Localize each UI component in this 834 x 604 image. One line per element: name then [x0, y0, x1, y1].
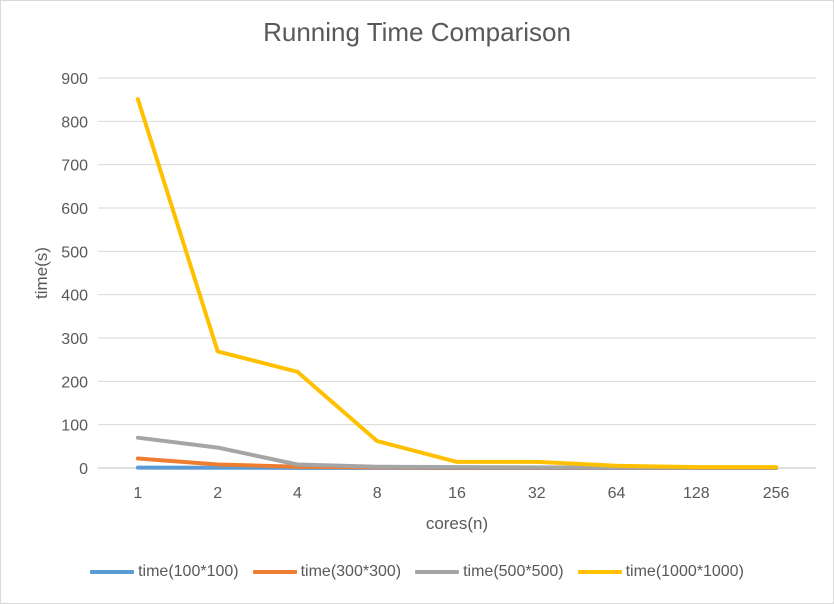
- legend-item: time(300*300): [252, 563, 402, 581]
- chart-title: Running Time Comparison: [263, 17, 571, 47]
- x-tick-label: 1: [133, 485, 142, 502]
- y-tick-label: 700: [61, 158, 88, 175]
- series-3: [135, 97, 779, 470]
- legend-swatch: [415, 570, 460, 574]
- y-axis-title: time(s): [32, 247, 51, 299]
- legend-label: time(500*500): [463, 563, 564, 580]
- x-tick-label: 4: [293, 485, 302, 502]
- legend-swatch: [90, 570, 135, 574]
- legend-swatch: [252, 570, 297, 574]
- series-line: [135, 97, 779, 470]
- x-axis-title: cores(n): [426, 514, 488, 533]
- y-tick-label: 200: [61, 374, 88, 391]
- x-tick-label: 128: [683, 485, 710, 502]
- series-lines: [135, 97, 779, 470]
- gridlines: [98, 77, 816, 469]
- x-tick-label: 32: [528, 485, 546, 502]
- y-tick-label: 400: [61, 288, 88, 305]
- legend-item: time(500*500): [415, 563, 564, 581]
- y-tick-label: 0: [79, 461, 88, 478]
- legend-label: time(1000*1000): [625, 563, 744, 580]
- legend-label: time(300*300): [300, 563, 402, 580]
- x-tick-label: 16: [448, 485, 466, 502]
- legend: time(100*100) time(300*300) time(500*500) t…: [1, 563, 833, 581]
- legend-label: time(100*100): [138, 563, 239, 580]
- y-tick-label: 500: [61, 244, 88, 261]
- y-tick-label: 100: [61, 418, 88, 435]
- y-tick-label: 300: [61, 331, 88, 348]
- x-tick-label: 64: [608, 485, 626, 502]
- y-tick-label: 800: [61, 114, 88, 131]
- x-tick-label: 256: [763, 485, 790, 502]
- x-tick-label: 8: [373, 485, 382, 502]
- x-axis-ticks: 1 2 4 8 16 32 64 128 256: [133, 485, 789, 502]
- y-tick-label: 600: [61, 201, 88, 218]
- legend-item: time(1000*1000): [577, 563, 744, 581]
- x-tick-label: 2: [213, 485, 222, 502]
- y-axis-ticks: 0 100 200 300 400 500 600 700 800 900: [61, 71, 88, 478]
- legend-item: time(100*100): [90, 563, 239, 581]
- legend-swatch: [577, 570, 622, 574]
- y-tick-label: 900: [61, 71, 88, 88]
